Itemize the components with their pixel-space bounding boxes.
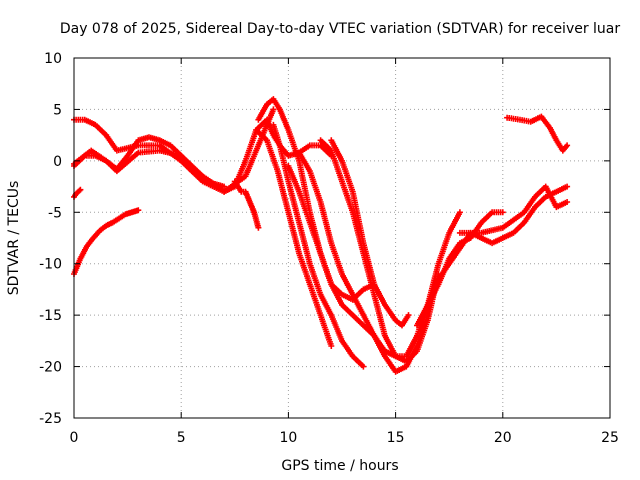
- point-markers: [270, 121, 367, 370]
- y-tick-label: 0: [53, 154, 62, 170]
- x-tick-label: 0: [70, 430, 79, 446]
- y-axis-label: SDTVAR / TECUs: [6, 181, 22, 296]
- series-track-7: [270, 121, 367, 370]
- x-tick-label: 25: [601, 430, 619, 446]
- point-markers: [328, 137, 412, 329]
- y-tick-label: -5: [48, 205, 62, 221]
- series-track-6: [253, 127, 335, 349]
- plot-frame: [73, 57, 611, 419]
- point-markers: [253, 127, 335, 349]
- x-tick-label: 5: [177, 430, 186, 446]
- series-track-12: [414, 183, 571, 329]
- point-markers: [504, 113, 571, 154]
- series-track-11: [328, 137, 412, 329]
- point-markers: [414, 183, 571, 329]
- series-track-14: [504, 113, 571, 154]
- y-tick-label: 5: [53, 102, 62, 118]
- point-markers: [456, 183, 571, 236]
- y-tick-label: -10: [39, 257, 62, 273]
- data-marks: [71, 96, 571, 375]
- axis-ticks: 0 5 10 15 20 25 -25 -20 -15 -10 -5 0 5 10: [39, 51, 619, 446]
- x-tick-label: 15: [387, 430, 405, 446]
- y-tick-label: -25: [39, 411, 62, 427]
- y-tick-label: 10: [44, 51, 62, 67]
- x-tick-label: 20: [494, 430, 512, 446]
- series-track-13: [456, 183, 571, 236]
- point-markers: [231, 178, 262, 231]
- y-tick-label: -20: [39, 360, 62, 376]
- series-track-5: [231, 178, 262, 231]
- x-axis-label: GPS time / hours: [281, 458, 398, 474]
- chart-title: Day 078 of 2025, Sidereal Day-to-day VTE…: [60, 21, 621, 37]
- y-tick-label: -15: [39, 308, 62, 324]
- x-tick-label: 10: [279, 430, 297, 446]
